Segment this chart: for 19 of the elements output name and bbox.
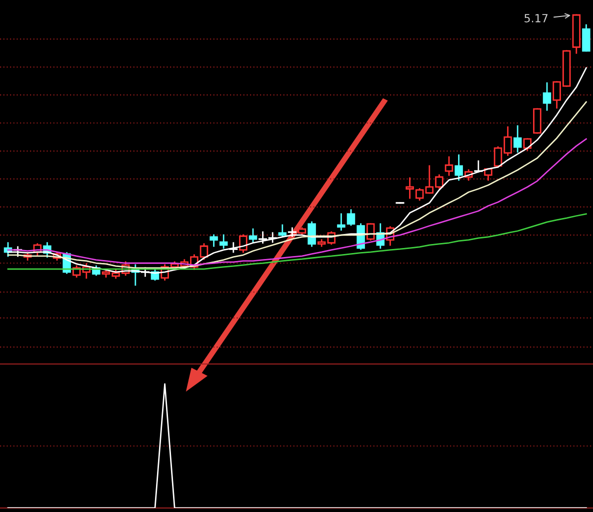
candlestick xyxy=(278,224,287,237)
candlestick xyxy=(444,156,454,176)
candlestick xyxy=(523,138,532,151)
candlestick xyxy=(248,228,258,243)
candlestick xyxy=(513,125,522,153)
candlestick xyxy=(406,177,414,199)
candlestick xyxy=(542,82,552,111)
candlestick xyxy=(366,223,375,241)
candlestick xyxy=(415,188,424,201)
candlestick xyxy=(454,154,463,181)
annotation: 5.17 xyxy=(524,14,548,22)
candlestick xyxy=(346,209,356,226)
candlestick xyxy=(337,213,346,231)
candlestick xyxy=(219,234,228,249)
candlestick xyxy=(239,234,248,253)
candlestick xyxy=(308,221,316,247)
candlestick xyxy=(582,24,590,52)
candlestick xyxy=(474,160,483,173)
candlestick xyxy=(210,234,218,247)
